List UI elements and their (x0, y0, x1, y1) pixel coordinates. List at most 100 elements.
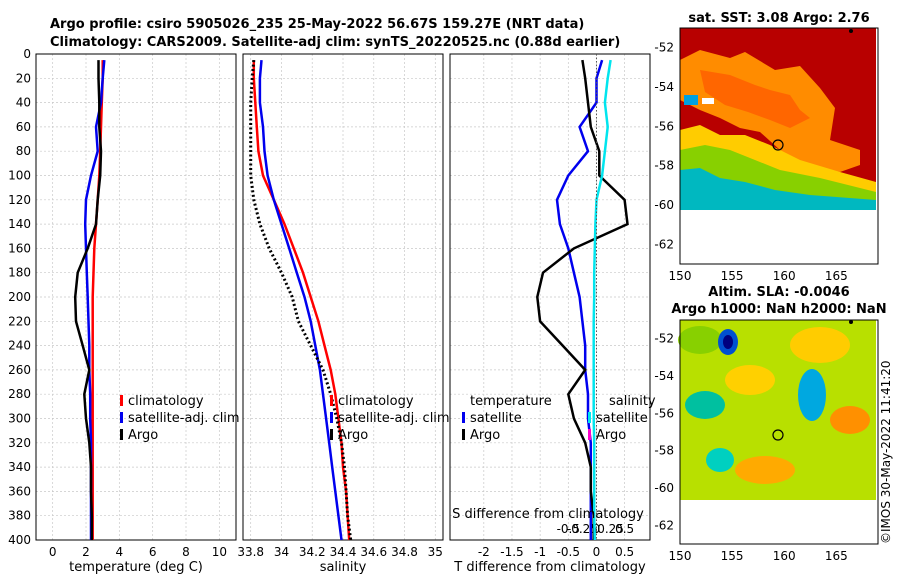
x-tick-label: -0.5 (557, 545, 580, 559)
sst-map (679, 27, 879, 265)
legend-label-argo: Argo (128, 428, 158, 443)
lat-tick-label: -54 (654, 80, 674, 94)
sla-blob (830, 406, 870, 434)
x-tick-label: 6 (149, 545, 157, 559)
series-line-salinity-satellite (592, 59, 612, 541)
depth-tick-label: 320 (8, 436, 31, 450)
x-tick-label: -1 (534, 545, 546, 559)
sla-dot-marker (849, 320, 853, 324)
temperature-legend: climatology satellite-adj. clim Argo (120, 394, 240, 443)
legend-label-satellite: satellite-adj. clim (128, 411, 240, 426)
depth-tick-label: 260 (8, 363, 31, 377)
difference-legend: temperature salinity satellite Argo sate… (462, 394, 656, 443)
series-line-argo (73, 60, 103, 540)
depth-tick-label: 20 (16, 71, 31, 85)
sst-orange-band (700, 70, 810, 128)
s-diff-tick-label: 0.5 (615, 522, 634, 536)
legend-swatch-satellite (330, 412, 333, 423)
legend-swatch-climatology (330, 395, 333, 406)
x-tick-label: -1.5 (500, 545, 523, 559)
lon-tick-label: 165 (825, 549, 848, 563)
x-tick-label: 0 (49, 545, 57, 559)
depth-tick-label: 280 (8, 387, 31, 401)
series-line-climatology (91, 60, 104, 540)
lat-tick-label: -56 (654, 119, 674, 133)
legend-swatch-t-satellite (462, 412, 465, 423)
lon-tick-label: 150 (669, 549, 692, 563)
legend-label-climatology: climatology (128, 394, 204, 409)
x-tick-label: 0 (593, 545, 601, 559)
sla-blob (678, 326, 722, 354)
lat-tick-label: -54 (654, 369, 674, 383)
x-tick-label: 34.4 (330, 545, 357, 559)
legend-title-temperature: temperature (470, 394, 552, 409)
difference-axes (449, 53, 651, 541)
sst-dot-marker (849, 29, 853, 33)
depth-tick-label: 160 (8, 241, 31, 255)
lon-tick-label: 160 (773, 549, 796, 563)
lon-tick-label: 165 (825, 269, 848, 283)
depth-tick-label: 180 (8, 266, 31, 280)
sla-blob (735, 456, 795, 484)
salinity-xlabel: salinity (320, 560, 367, 575)
sla-map-ticks: -52 -54 -56 -58 -60 -62 150 155 160 165 (654, 332, 847, 563)
s-diff-tick-label: 0 (593, 522, 601, 536)
depth-tick-label: 200 (8, 290, 31, 304)
legend-label-s-satellite: satellite (596, 411, 648, 426)
depth-tick-label: 400 (8, 533, 31, 547)
lon-tick-label: 155 (721, 269, 744, 283)
legend-label-argo: Argo (338, 428, 368, 443)
x-tick-label: 34.6 (360, 545, 387, 559)
depth-tick-label: 120 (8, 193, 31, 207)
sla-blob (685, 391, 725, 419)
x-tick-label: 34 (274, 545, 289, 559)
legend-label-satellite: satellite-adj. clim (338, 411, 450, 426)
salinity-axes (242, 53, 444, 541)
lat-tick-label: -60 (654, 481, 674, 495)
legend-label-climatology: climatology (338, 394, 414, 409)
legend-title-salinity: salinity (609, 394, 656, 409)
x-tick-label: 35 (428, 545, 443, 559)
legend-label-t-satellite: satellite (470, 411, 522, 426)
sst-map-title: sat. SST: 3.08 Argo: 2.76 (688, 11, 869, 26)
legend-swatch-argo (330, 429, 333, 440)
lat-tick-label: -58 (654, 444, 674, 458)
lon-tick-label: 155 (721, 549, 744, 563)
series-line-satellite-adj-clim (258, 59, 343, 541)
x-tick-label: 10 (212, 545, 227, 559)
x-tick-label: 34.8 (391, 545, 418, 559)
depth-tick-label: 240 (8, 339, 31, 353)
depth-tick-label: 100 (8, 169, 31, 183)
temperature-xlabel: temperature (deg C) (69, 560, 203, 575)
figure-title-line2: Climatology: CARS2009. Satellite-adj cli… (50, 35, 620, 50)
sla-map-title-line1: Altim. SLA: -0.0046 (708, 285, 849, 300)
depth-tick-label: 60 (16, 120, 31, 134)
depth-tick-label: 220 (8, 314, 31, 328)
x-tick-label: 34.2 (299, 545, 326, 559)
x-ticks: 0 2 4 6 8 10 33.8 34 34.2 34.4 34.6 34.8 35 -2 -1.5 -1-… (49, 522, 634, 559)
argo-location-marker (772, 139, 784, 151)
salinity-legend: climatology satellite-adj. clim Argo (330, 394, 450, 443)
sla-map (678, 319, 879, 545)
lon-tick-label: 160 (773, 269, 796, 283)
x-tick-label: 4 (116, 545, 124, 559)
sla-blob (725, 365, 775, 395)
depth-tick-label: 360 (8, 484, 31, 498)
depth-tick-label: 0 (23, 47, 31, 61)
sla-blob (798, 369, 826, 421)
legend-swatch-t-argo (462, 429, 465, 440)
sst-cloud-patch (702, 98, 714, 104)
x-tick-label: 0.5 (615, 545, 634, 559)
lat-tick-label: -52 (654, 332, 674, 346)
legend-swatch-s-argo (588, 429, 591, 440)
axes-frames (35, 53, 651, 541)
sst-cyan-region (680, 168, 876, 210)
series-line-temperature-satellite (555, 59, 604, 540)
sst-patch (684, 95, 698, 105)
sst-map-ticks: -52 -54 -56 -58 -60 -62 150 155 160 165 (654, 41, 847, 283)
sla-map-frame (679, 319, 879, 545)
sla-low-core (723, 335, 733, 349)
argo-location-marker (772, 429, 784, 441)
legend-swatch-argo (120, 429, 123, 440)
